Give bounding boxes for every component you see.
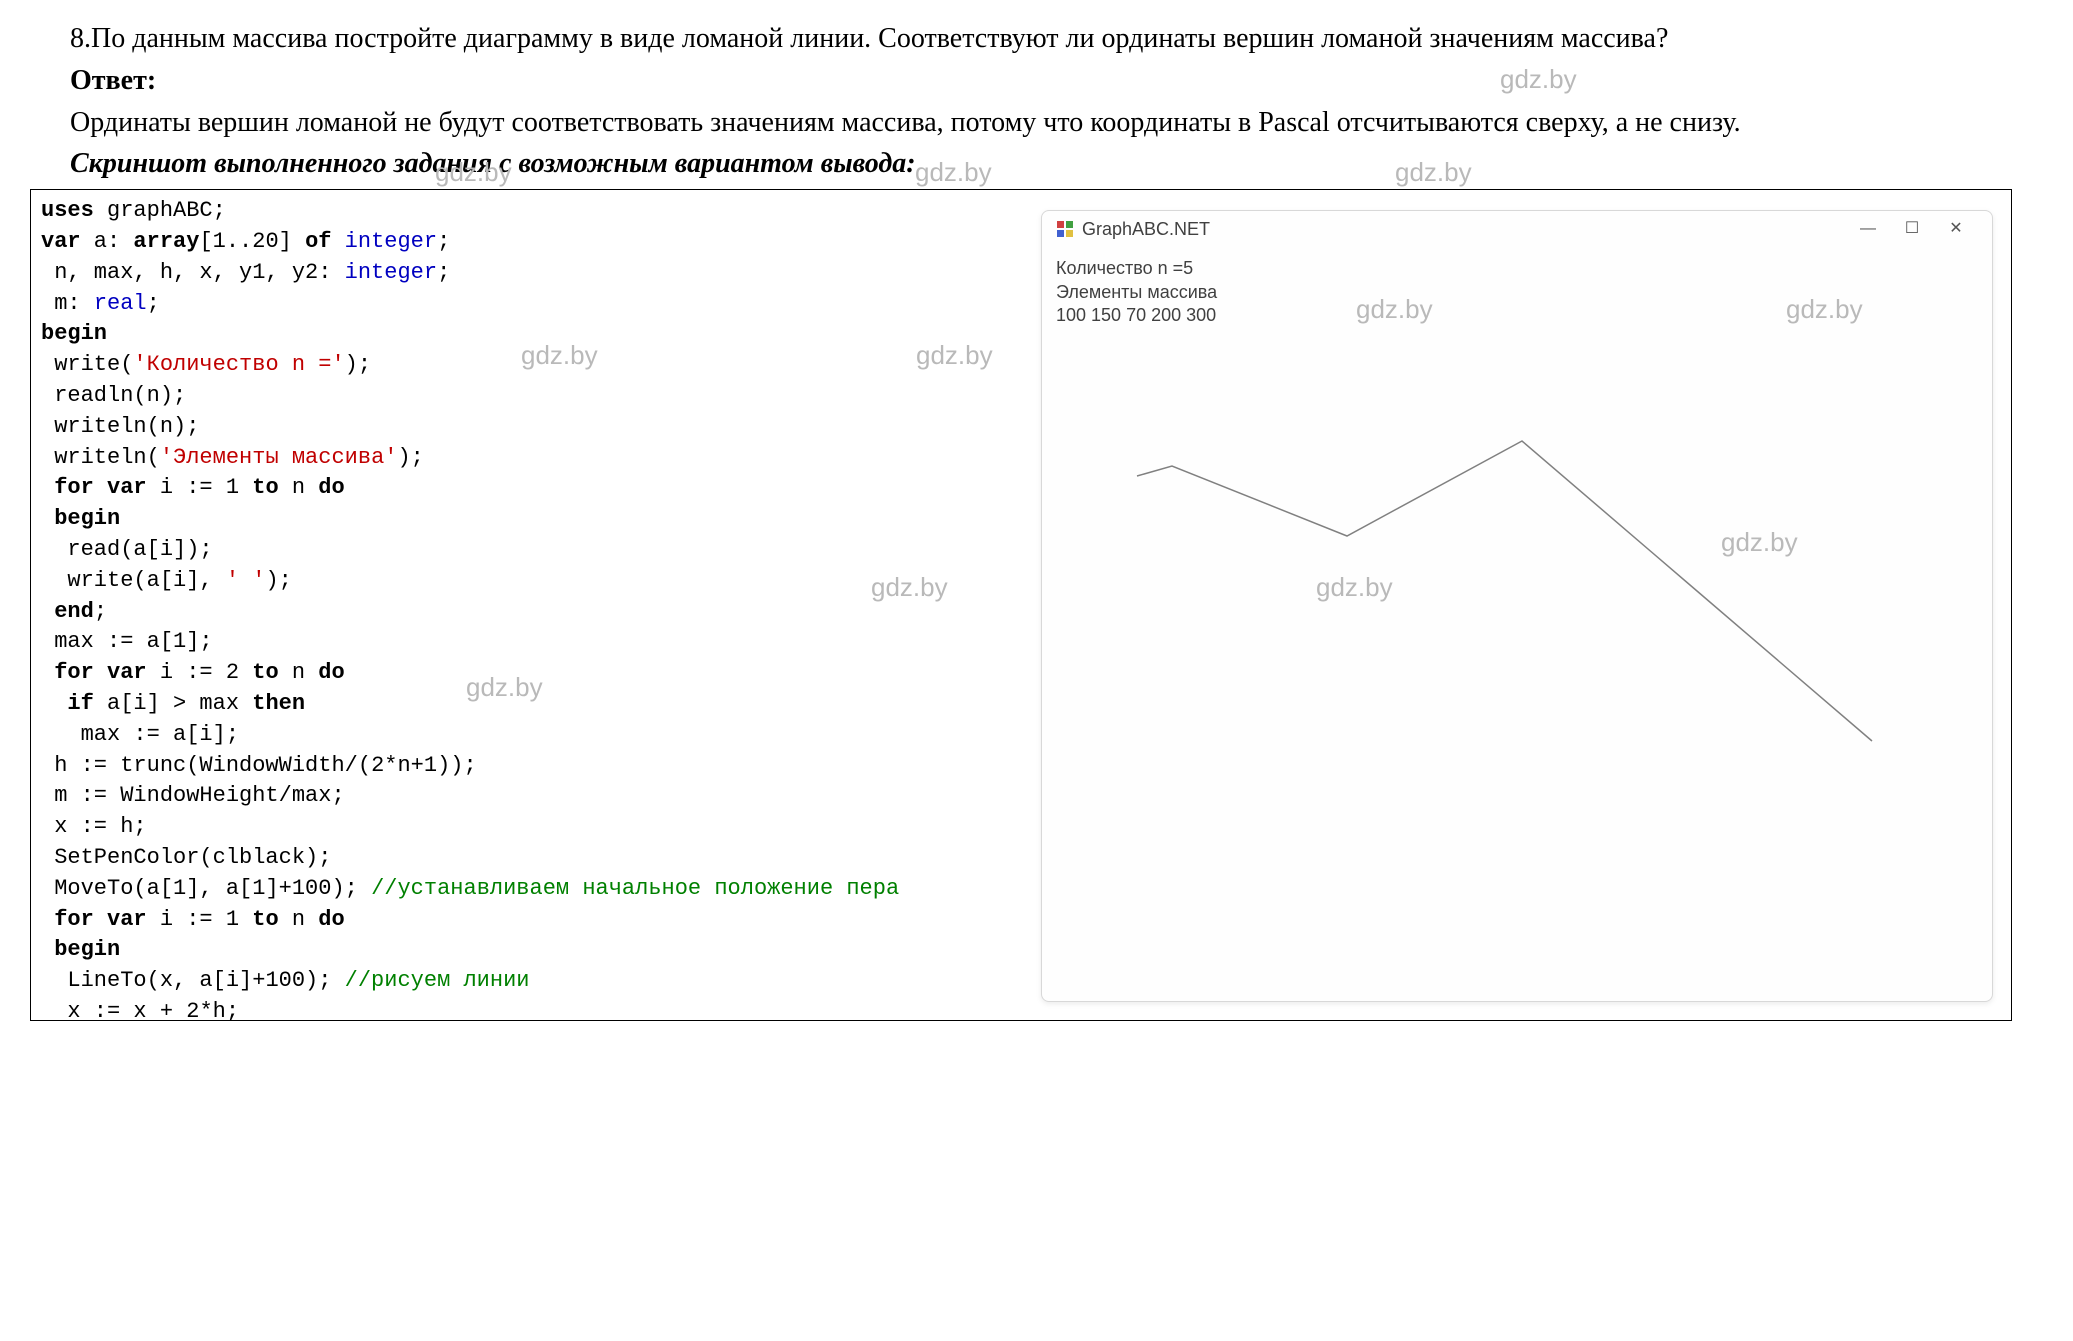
question-text: 8.По данным массива постройте диаграмму … xyxy=(30,20,2043,58)
watermark: gdz.by xyxy=(871,570,948,605)
watermark: gdz.by xyxy=(521,338,598,373)
screenshot-caption: Скриншот выполненного задания с возможны… xyxy=(30,145,2043,183)
watermark: gdz.by xyxy=(1721,525,1798,560)
watermark: gdz.by xyxy=(1356,292,1433,327)
watermark: gdz.by xyxy=(1316,570,1393,605)
answer-body: Ординаты вершин ломаной не будут соответ… xyxy=(30,104,2043,142)
screenshot-container: uses graphABC;var a: array[1..20] of int… xyxy=(30,189,2012,1021)
answer-label: Ответ: xyxy=(70,65,156,96)
watermark: gdz.by xyxy=(1786,292,1863,327)
answer-label-line: Ответ: xyxy=(30,62,2043,100)
watermark: gdz.by xyxy=(916,338,993,373)
watermark: gdz.by xyxy=(466,670,543,705)
